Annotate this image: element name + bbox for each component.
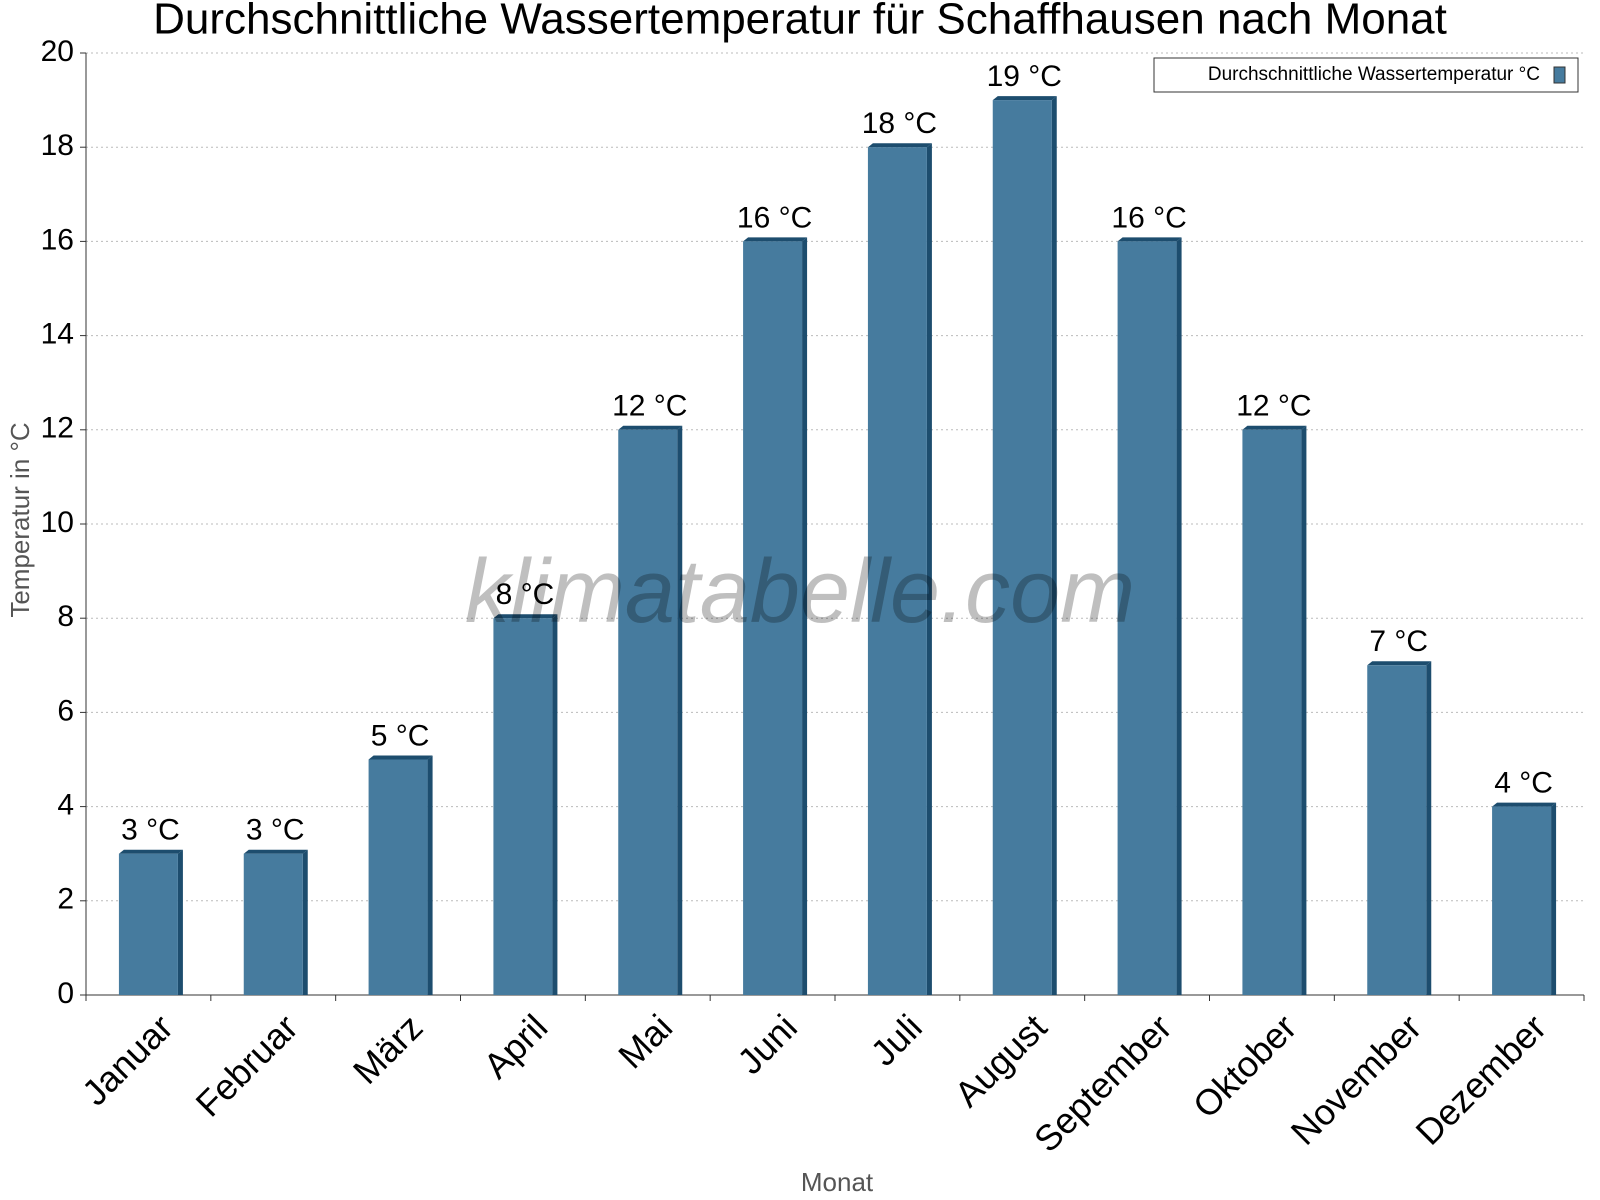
value-label: 12 °C [612,390,687,423]
bar [243,853,303,995]
value-label: 7 °C [1369,625,1428,658]
y-tick-label: 14 [41,318,74,351]
bar [1367,665,1427,995]
x-tick-label: März [345,1006,431,1092]
x-tick-label: November [1283,1006,1429,1152]
bar [867,147,927,995]
bar-top [368,755,433,760]
x-tick-label: April [475,1006,555,1086]
bar-side [802,237,808,995]
bar-side [926,143,932,995]
bar [493,618,553,995]
y-tick-label: 4 [57,789,74,822]
value-label: 5 °C [371,719,430,752]
bar-top [743,237,808,242]
value-label: 4 °C [1494,767,1553,800]
bar-top [493,614,558,619]
y-tick-label: 10 [41,506,74,539]
bar-side [1051,96,1057,996]
value-label: 16 °C [737,201,812,234]
y-tick-label: 18 [41,129,74,162]
x-tick-label: Mai [610,1006,680,1076]
value-label: 18 °C [862,107,937,140]
bar [992,100,1052,996]
bar-top [618,425,683,430]
y-axis-label: Temperatur in °C [5,422,35,617]
bar-top [1492,802,1557,807]
y-tick-label: 12 [41,412,74,445]
bar [1117,241,1177,995]
x-tick-label: August [946,1006,1054,1114]
chart-title: Durchschnittliche Wassertemperatur für S… [153,0,1447,44]
bar-side [1551,802,1557,995]
y-tick-label: 0 [57,977,74,1010]
y-tick-label: 6 [57,694,74,727]
bar [743,241,803,995]
value-label: 19 °C [987,60,1062,93]
bar-top [243,849,308,854]
x-tick-label: Juni [729,1006,805,1082]
x-tick-label: Oktober [1185,1006,1305,1126]
bar-top [992,96,1057,101]
bar [618,429,678,995]
y-tick-label: 20 [41,35,74,68]
bar-top [1117,237,1182,242]
bar [1492,806,1552,995]
value-label: 3 °C [246,814,305,847]
watermark: klimatabelle.com [465,542,1135,642]
bar [118,853,178,995]
bar-side [427,755,433,995]
legend-box [1153,57,1579,93]
bar-top [1367,661,1432,666]
legend-label: Durchschnittliche Wassertemperatur °C [1208,64,1540,85]
bar-side [1301,425,1307,995]
x-axis-label: Monat [801,1167,874,1197]
bar-side [302,849,308,995]
bar-side [1176,237,1182,995]
y-tick-label: 8 [57,600,74,633]
bar [1242,429,1302,995]
bar-top [118,849,183,854]
bar-side [177,849,183,995]
x-tick-label: Juli [863,1006,930,1073]
bar-side [1426,661,1432,995]
value-label: 12 °C [1236,390,1311,423]
bar-top [867,143,932,148]
bar-side [677,425,683,995]
legend: Durchschnittliche Wassertemperatur °C [1153,57,1579,93]
x-tick-label: Januar [74,1006,181,1113]
x-tick-label: Dezember [1408,1006,1554,1152]
y-tick-label: 2 [57,883,74,916]
value-label: 8 °C [496,578,555,611]
bar-side [552,614,558,995]
x-tick-label: September [1026,1006,1180,1160]
x-tick-label: Februar [188,1006,306,1124]
bar [368,759,428,995]
value-label: 16 °C [1111,201,1186,234]
y-tick-label: 16 [41,223,74,256]
value-label: 3 °C [121,814,180,847]
bar-top [1242,425,1307,430]
legend-swatch [1553,66,1566,84]
